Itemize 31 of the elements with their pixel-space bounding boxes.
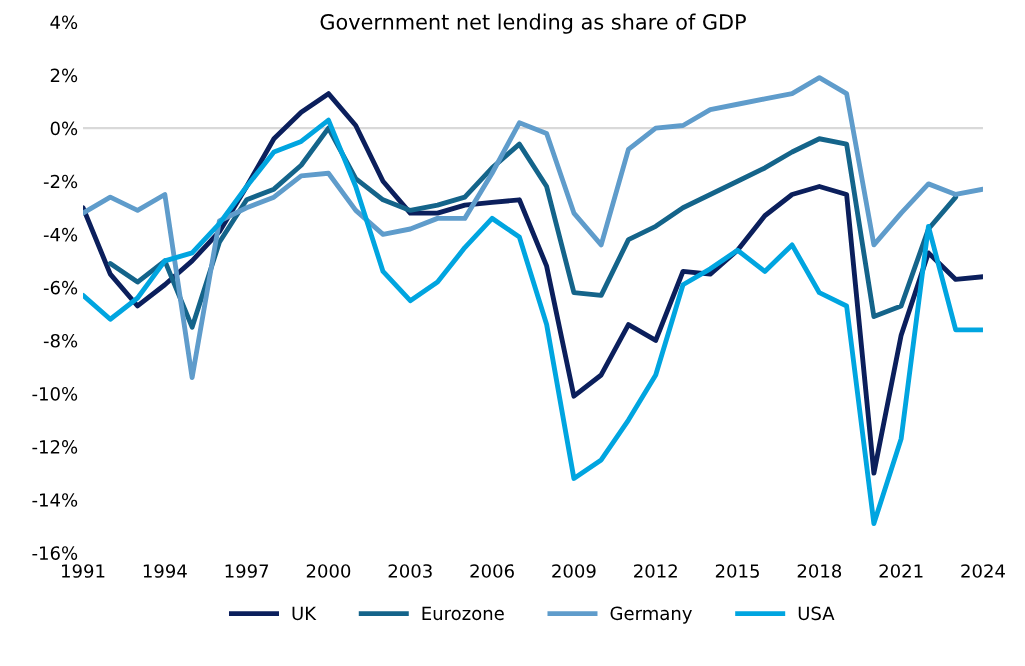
x-tick-label: 2003 [388, 564, 432, 578]
y-tick-label: -2% [43, 174, 78, 189]
x-tick-label: 1991 [62, 564, 105, 578]
y-tick-label: -10% [32, 387, 78, 401]
legend-label: USA [798, 606, 835, 621]
y-tick-label: -6% [43, 280, 78, 295]
x-tick-label: 2015 [715, 564, 759, 578]
y-tick-label: -16% [32, 546, 78, 560]
y-tick-label: 0% [50, 121, 78, 136]
legend-label: UK [292, 606, 317, 621]
x-tick-label: 2012 [634, 564, 677, 578]
legend-label: Germany [610, 606, 692, 624]
y-tick-label: -12% [32, 440, 78, 454]
x-tick-label: 2009 [552, 564, 596, 578]
y-tick-label: -14% [32, 493, 78, 507]
x-tick-label: 2018 [797, 564, 842, 578]
line-series [83, 117, 983, 527]
x-tick-label: 1997 [225, 564, 269, 578]
legend-label: Eurozone [422, 606, 504, 621]
x-tick-label: 2006 [470, 564, 514, 578]
y-tick-label: 4% [50, 15, 78, 30]
line-series [83, 75, 983, 381]
y-tick-label: 2% [50, 68, 78, 83]
x-tick-label: 1994 [143, 564, 187, 578]
y-tick-label: -8% [43, 333, 78, 348]
chart-title: Government net lending as share of GDP [320, 13, 746, 34]
line-series [83, 91, 983, 476]
x-tick-label: 2000 [306, 564, 351, 578]
x-tick-label: 2021 [879, 564, 923, 578]
y-tick-label: -4% [43, 227, 78, 242]
x-tick-label: 2024 [961, 564, 1005, 578]
